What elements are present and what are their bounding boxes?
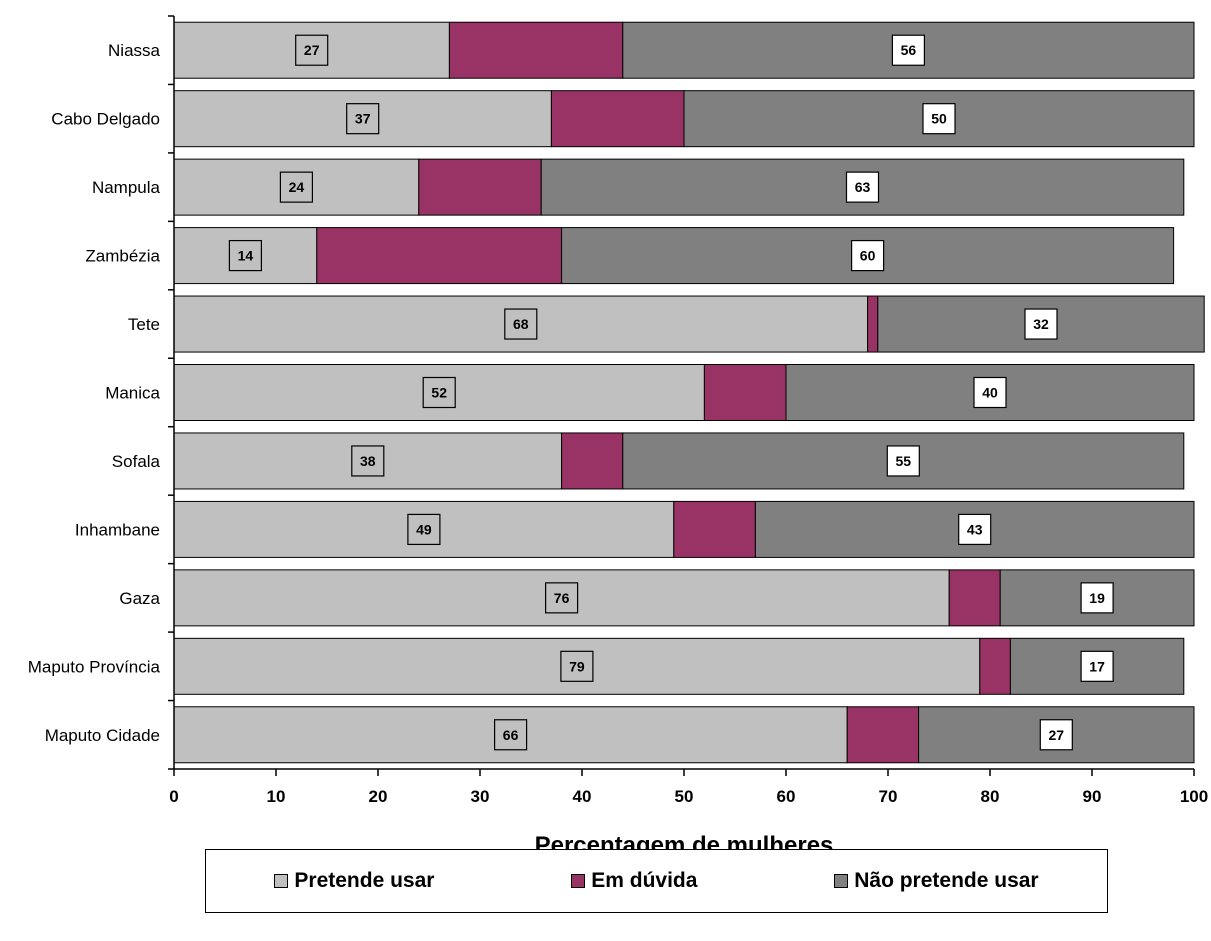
x-tick-label-20: 20 [369,787,388,806]
bar-gaza-em-duvida [948,569,1001,627]
data-label-box-nampula-pretende-usar [279,171,313,203]
data-label-cabo-delgado-nao-pretende-usar: 50 [931,111,947,127]
x-tick-label-70: 70 [879,787,898,806]
bar-cabo-delgado-em-duvida [550,90,685,148]
data-label-niassa-pretende-usar: 27 [304,42,320,58]
legend-label-nao-pretende-usar: Não pretende usar [854,869,1039,892]
category-label-zambezia: Zambézia [85,247,160,266]
data-label-box-maputo-cidade-nao-pretende-usar [1039,719,1073,751]
x-tick-label-100: 100 [1180,787,1208,806]
axes-layer: Niassa Cabo Delgado Nampula Zambézia Tete Man… [28,15,1208,806]
data-label-manica-nao-pretende-usar: 40 [982,385,998,401]
data-labels-layer: 27 56 37 50 24 63 14 60 68 32 52 40 38 55 49 43 76 19 79 17… [228,34,1114,751]
legend-item-em-duvida: Em dúvida [571,869,697,893]
legend-swatch-pretende-usar [274,874,289,888]
data-label-manica-pretende-usar: 52 [431,385,447,401]
bar-nampula-em-duvida [418,158,542,216]
data-label-tete-nao-pretende-usar: 32 [1033,316,1049,332]
data-label-box-tete-nao-pretende-usar [1024,308,1058,340]
data-label-box-zambezia-pretende-usar [228,239,262,272]
data-label-box-sofala-nao-pretende-usar [886,445,920,477]
x-tick-label-40: 40 [573,787,592,806]
data-label-box-maputo-provincia-nao-pretende-usar [1080,650,1114,682]
data-label-maputo-provincia-pretende-usar: 79 [569,658,585,674]
legend-swatch-nao-pretende-usar [834,874,849,888]
bar-zambezia-em-duvida [316,227,563,285]
data-label-maputo-cidade-nao-pretende-usar: 27 [1049,727,1065,743]
data-label-sofala-pretende-usar: 38 [360,453,376,469]
bar-maputo-provincia-em-duvida [979,637,1011,695]
category-label-cabo-delgado: Cabo Delgado [51,110,160,129]
data-label-inhambane-pretende-usar: 49 [416,521,432,537]
data-label-nampula-nao-pretende-usar: 63 [855,179,871,195]
bar-tete-em-duvida [867,295,879,353]
data-label-nampula-pretende-usar: 24 [289,179,305,195]
data-label-box-cabo-delgado-nao-pretende-usar [922,103,956,135]
data-label-box-zambezia-nao-pretende-usar [850,239,885,272]
bar-maputo-cidade-em-duvida [846,706,920,764]
legend-item-pretende-usar: Pretende usar [274,869,434,893]
data-label-box-gaza-pretende-usar [544,582,579,614]
data-label-box-cabo-delgado-pretende-usar [346,103,380,135]
data-label-box-inhambane-nao-pretende-usar [958,513,992,546]
category-label-maputo-cidade: Maputo Cidade [45,726,160,745]
data-label-box-gaza-nao-pretende-usar [1080,582,1114,614]
x-tick-label-30: 30 [471,787,490,806]
category-label-nampula: Nampula [92,178,161,197]
bar-inhambane-em-duvida [673,500,756,558]
bars-layer [173,21,1205,764]
data-label-box-niassa-nao-pretende-usar [891,34,926,66]
category-label-manica: Manica [105,384,160,403]
category-label-tete: Tete [128,315,160,334]
data-label-inhambane-nao-pretende-usar: 43 [967,521,983,537]
legend-swatch-em-duvida [571,874,586,888]
data-label-zambezia-pretende-usar: 14 [238,248,254,264]
data-label-box-niassa-pretende-usar [295,34,329,66]
legend: Pretende usar Em dúvida Não pretende usa… [205,849,1108,913]
data-label-gaza-nao-pretende-usar: 19 [1089,590,1105,606]
data-label-box-maputo-provincia-pretende-usar [560,650,594,682]
bar-niassa-em-duvida [448,21,624,79]
data-label-box-manica-pretende-usar [422,376,456,409]
data-label-box-manica-nao-pretende-usar [973,376,1007,409]
data-label-niassa-nao-pretende-usar: 56 [901,42,917,58]
data-label-sofala-nao-pretende-usar: 55 [896,453,912,469]
data-label-cabo-delgado-pretende-usar: 37 [355,111,371,127]
x-tick-label-60: 60 [777,787,796,806]
category-label-gaza: Gaza [119,589,160,608]
bar-sofala-em-duvida [561,432,624,490]
category-label-maputo-provincia: Maputo Província [28,657,161,676]
legend-label-pretende-usar: Pretende usar [294,869,435,892]
data-label-box-tete-pretende-usar [504,308,538,340]
x-tick-label-0: 0 [169,787,178,806]
data-label-zambezia-nao-pretende-usar: 60 [860,248,876,264]
category-label-inhambane: Inhambane [75,520,160,539]
x-tick-label-80: 80 [981,787,1000,806]
x-tick-label-10: 10 [267,787,286,806]
data-label-tete-pretende-usar: 68 [513,316,529,332]
data-label-box-maputo-cidade-pretende-usar [494,719,528,751]
category-label-niassa: Niassa [108,41,161,60]
x-tick-label-50: 50 [675,787,694,806]
data-label-maputo-cidade-pretende-usar: 66 [503,727,519,743]
bar-maputo-cidade-nao-pretende-usar [918,706,1195,764]
data-label-maputo-provincia-nao-pretende-usar: 17 [1089,658,1105,674]
data-label-box-inhambane-pretende-usar [407,513,441,546]
data-label-box-nampula-nao-pretende-usar [845,171,880,203]
legend-label-em-duvida: Em dúvida [591,869,698,892]
data-label-gaza-pretende-usar: 76 [554,590,570,606]
x-tick-label-90: 90 [1083,787,1102,806]
bar-sofala-nao-pretende-usar [622,432,1185,490]
bar-manica-em-duvida [703,364,787,421]
category-label-sofala: Sofala [112,452,161,471]
data-label-box-sofala-pretende-usar [351,445,385,477]
legend-item-nao-pretende-usar: Não pretende usar [834,869,1039,893]
